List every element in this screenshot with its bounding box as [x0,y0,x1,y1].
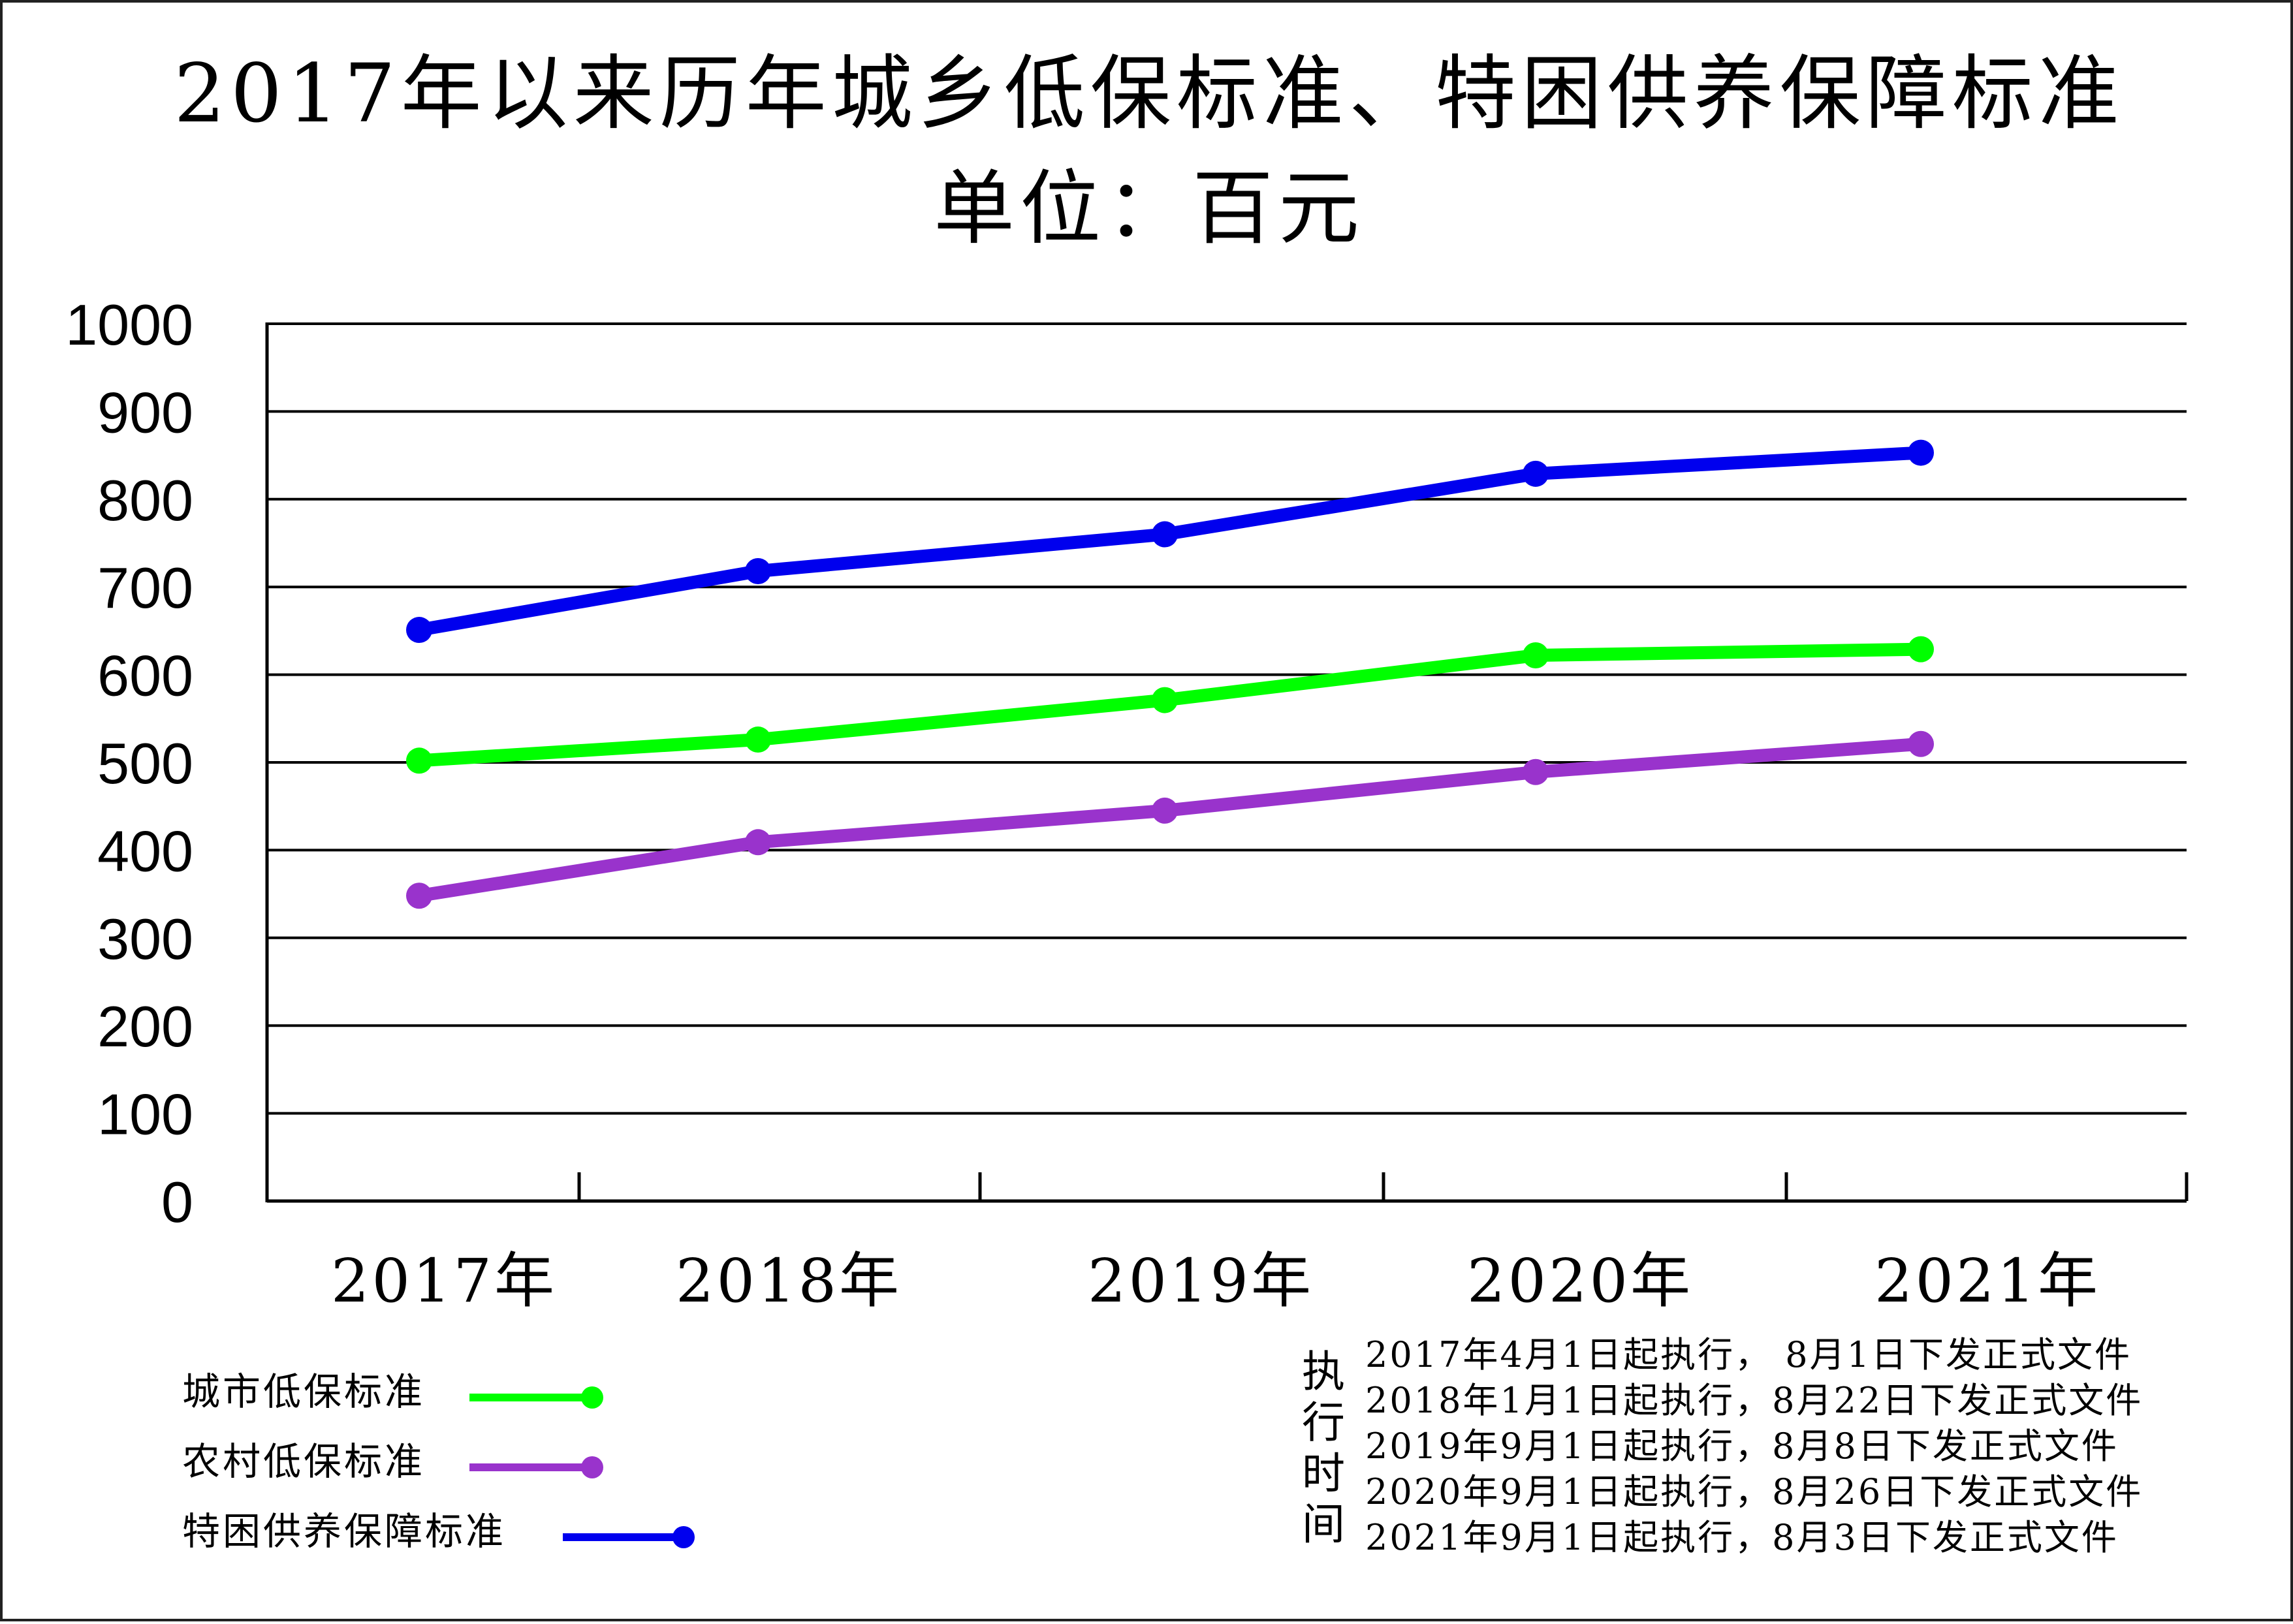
y-tick-label: 900 [97,380,193,445]
series-lines [406,439,1934,909]
notes-line: 2020年9月1日起执行，8月26日下发正式文件 [1365,1471,2143,1512]
x-axis-ticks: 2017年 2018年 2019年 2020年 2021年 [331,1246,2100,1316]
legend-label: 特困供养保障标准 [182,1509,506,1554]
data-point [1523,642,1549,669]
legend-label: 农村低保标准 [182,1439,425,1484]
data-point [1908,730,1934,757]
notes-line: 2017年4月1日起执行， 8月1日下发正式文件 [1365,1334,2132,1375]
line-chart: 2017年以来历年城乡低保标准、特困供养保障标准 单位：百元 0 100 200 30… [65,47,2189,1558]
data-point [745,829,771,856]
y-tick-label: 400 [97,819,193,883]
x-tick-label: 2020年 [1467,1246,1693,1316]
data-point [1152,687,1178,713]
y-tick-label: 300 [97,907,193,971]
axes [265,322,2189,1203]
notes-line: 2019年9月1日起执行，8月8日下发正式文件 [1365,1426,2119,1467]
y-tick-label: 0 [161,1170,193,1234]
legend-swatch-marker [581,1386,603,1409]
y-tick-label: 700 [97,555,193,620]
legend-swatch-marker [581,1456,603,1478]
y-tick-label: 600 [97,644,193,708]
x-tick-label: 2021年 [1874,1246,2100,1316]
notes-label-char: 间 [1302,1499,1345,1550]
y-tick-label: 1000 [65,292,193,357]
chart-title: 2017年以来历年城乡低保标准、特困供养保障标准 [174,47,2125,141]
notes-label-char: 执 [1302,1347,1345,1397]
notes-label-char: 行 [1302,1398,1345,1448]
data-point [745,726,771,753]
data-point [1908,636,1934,663]
x-tick-label: 2017年 [331,1246,557,1316]
data-point [1152,797,1178,824]
data-point [1523,758,1549,785]
notes-label-char: 时 [1302,1448,1345,1499]
x-tick-label: 2019年 [1088,1246,1314,1316]
data-point [406,882,432,909]
data-point [745,558,771,585]
x-tick-label: 2018年 [676,1246,902,1316]
y-axis-ticks: 0 100 200 300 400 500 600 700 800 900 1000 [65,292,193,1234]
data-point [1152,521,1178,548]
gridlines [267,322,2187,1115]
data-point [406,617,432,644]
y-tick-label: 200 [97,994,193,1059]
y-tick-label: 500 [97,731,193,796]
notes-line: 2018年1月1日起执行，8月22日下发正式文件 [1365,1380,2143,1421]
chart-subtitle: 单位：百元 [934,162,1365,256]
y-tick-label: 100 [97,1082,193,1147]
data-point [406,747,432,774]
data-point [1908,439,1934,466]
data-point [1523,460,1549,487]
legend-label: 城市低保标准 [182,1369,425,1414]
notes-line: 2021年9月1日起执行，8月3日下发正式文件 [1365,1517,2119,1558]
legend-swatch-marker [672,1526,695,1548]
y-tick-label: 800 [97,468,193,533]
